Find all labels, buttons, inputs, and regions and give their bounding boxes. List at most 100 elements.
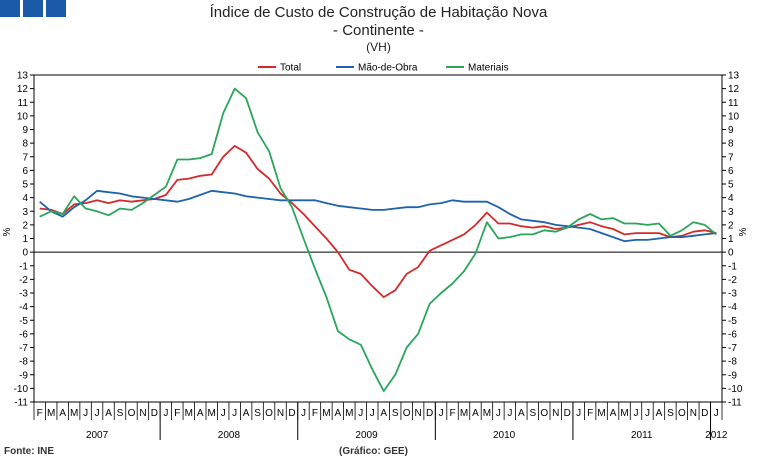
y-tick-label-left: 1 [22, 234, 28, 245]
y-axis-label-left: % [2, 227, 13, 236]
y-tick-label-left: -8 [19, 357, 28, 368]
y-tick-label-right: -6 [728, 329, 737, 340]
chart-title-block: Índice de Custo de Construção de Habitaç… [0, 4, 757, 55]
month-label: M [208, 408, 216, 419]
month-label: A [472, 408, 479, 419]
month-label: D [151, 408, 158, 419]
year-label: 2012 [705, 430, 728, 441]
y-tick-label-left: 5 [22, 180, 28, 191]
y-tick-label-left: 0 [22, 248, 28, 259]
y-tick-label-left: -2 [19, 275, 28, 286]
y-tick-label-left: 13 [17, 71, 29, 82]
month-label: D [701, 408, 708, 419]
y-tick-label-left: 2 [22, 220, 28, 231]
y-tick-label-right: -5 [728, 316, 737, 327]
month-label: O [403, 408, 411, 419]
chart-unit-note: (VH) [366, 40, 391, 54]
y-tick-label-right: 3 [728, 207, 734, 218]
month-label: S [667, 408, 674, 419]
month-label: J [83, 408, 88, 419]
legend-label: Total [280, 63, 301, 74]
y-tick-label-right: -1 [728, 261, 737, 272]
month-label: N [415, 408, 422, 419]
y-tick-label-left: -4 [19, 302, 28, 313]
month-label: A [59, 408, 66, 419]
y-tick-label-left: 9 [22, 125, 28, 136]
y-tick-label-left: -6 [19, 329, 28, 340]
month-label: M [620, 408, 628, 419]
month-label: J [221, 408, 226, 419]
month-label: S [117, 408, 124, 419]
month-label: O [128, 408, 136, 419]
month-label: J [576, 408, 581, 419]
year-label: 2009 [355, 430, 378, 441]
y-axis-label-right: % [738, 227, 749, 236]
month-label: A [335, 408, 342, 419]
year-label: 2011 [631, 430, 653, 441]
month-label: O [678, 408, 686, 419]
y-tick-label-left: -11 [14, 398, 28, 409]
y-tick-label-left: -9 [19, 370, 28, 381]
y-tick-label-left: 12 [17, 84, 29, 95]
y-tick-label-right: 7 [728, 152, 734, 163]
year-label: 2007 [86, 430, 109, 441]
y-tick-label-right: -2 [728, 275, 737, 286]
y-tick-label-right: -11 [728, 398, 742, 409]
month-label: N [139, 408, 146, 419]
year-label: 2010 [493, 430, 516, 441]
month-label: N [690, 408, 697, 419]
y-tick-label-left: -10 [14, 384, 29, 395]
month-label: J [634, 408, 639, 419]
y-tick-label-right: 5 [728, 180, 734, 191]
series-line-total [39, 144, 717, 299]
month-label: J [163, 408, 168, 419]
month-label: M [483, 408, 491, 419]
month-label: O [540, 408, 548, 419]
series-line-m-o-de-obra [39, 189, 717, 243]
y-tick-label-left: 11 [18, 98, 29, 109]
y-tick-label-left: 8 [22, 139, 28, 150]
y-tick-label-right: -7 [728, 343, 737, 354]
month-label: F [312, 408, 318, 419]
month-label: A [105, 408, 112, 419]
y-tick-label-right: 11 [728, 98, 739, 109]
y-tick-label-right: 9 [728, 125, 734, 136]
month-label: J [439, 408, 444, 419]
month-label: J [496, 408, 501, 419]
legend-label: Mão-de-Obra [358, 63, 418, 74]
chart-title: Índice de Custo de Construção de Habitaç… [209, 4, 548, 21]
series-line-materiais [39, 87, 717, 393]
month-label: J [358, 408, 363, 419]
month-label: S [392, 408, 399, 419]
month-label: A [656, 408, 663, 419]
month-label: M [597, 408, 605, 419]
y-tick-label-right: 2 [728, 220, 734, 231]
y-tick-label-right: -10 [728, 384, 743, 395]
month-label: M [322, 408, 330, 419]
y-tick-label-right: -4 [728, 302, 737, 313]
month-label: D [426, 408, 433, 419]
month-label: F [587, 408, 593, 419]
month-label: J [507, 408, 512, 419]
month-label: A [197, 408, 204, 419]
y-tick-label-right: 13 [728, 71, 740, 82]
month-label: J [645, 408, 650, 419]
y-tick-label-left: 6 [22, 166, 28, 177]
month-label: D [288, 408, 295, 419]
logo-block [23, 0, 43, 17]
month-label: M [185, 408, 193, 419]
month-label: J [301, 408, 306, 419]
y-tick-label-right: 12 [728, 84, 740, 95]
header-logo [0, 0, 70, 18]
y-tick-label-left: -3 [19, 289, 28, 300]
logo-block [46, 0, 66, 17]
y-tick-label-left: -5 [19, 316, 28, 327]
month-label: A [518, 408, 525, 419]
month-label: J [95, 408, 100, 419]
month-label: M [345, 408, 353, 419]
y-tick-label-right: 1 [728, 234, 734, 245]
y-tick-label-left: -1 [19, 261, 28, 272]
y-tick-label-left: 4 [22, 193, 28, 204]
y-tick-label-right: -3 [728, 289, 737, 300]
month-label: M [47, 408, 55, 419]
